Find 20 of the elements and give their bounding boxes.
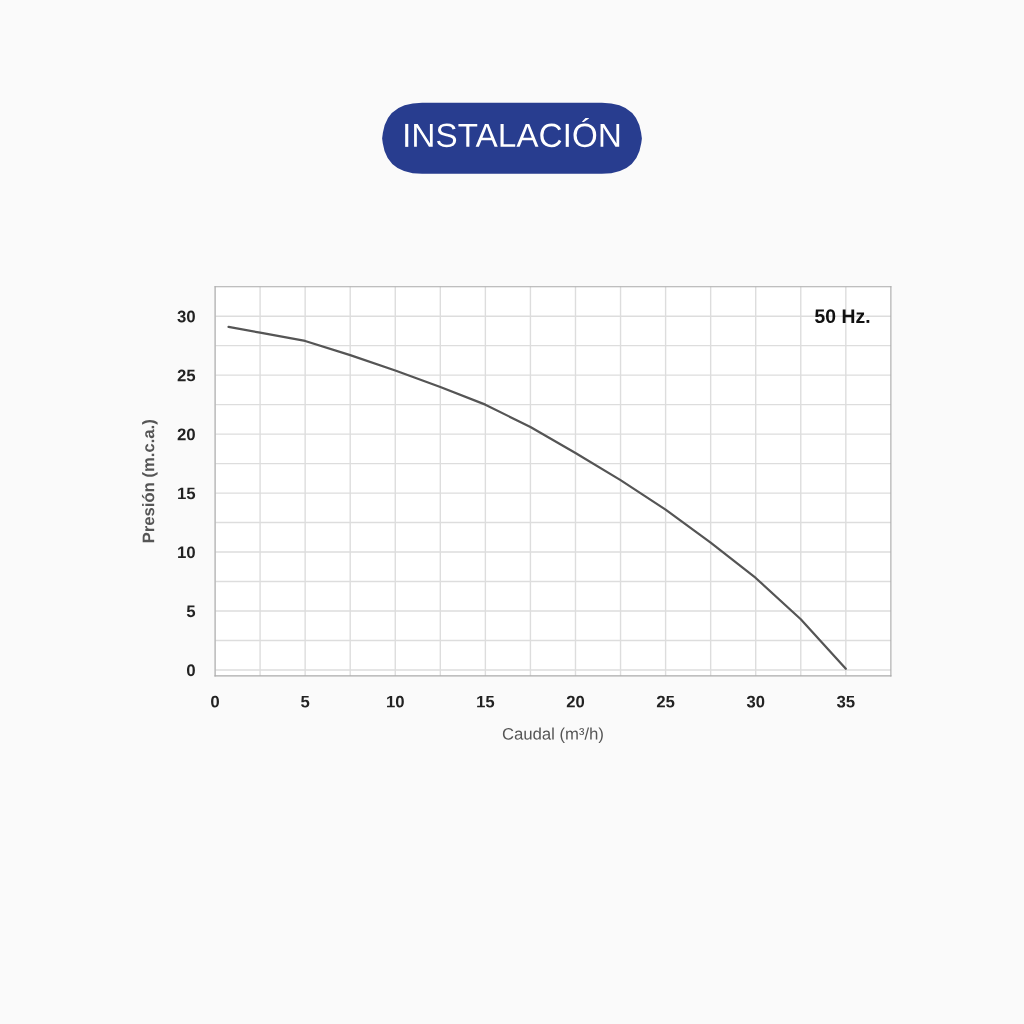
y-tick-label: 10 [178,546,195,559]
y-axis-title: Presión (m.c.a.) [141,420,158,543]
x-tick-label: 25 [656,695,675,708]
x-axis-title: Caudal (m³/h) [502,727,603,744]
y-tick-label: 0 [186,664,195,677]
x-tick-label: 15 [477,695,495,708]
chart-title: INSTALACIÓN [405,117,620,148]
line-series [227,325,847,670]
y-tick-label: 15 [178,487,196,500]
y-tick-label: 30 [177,310,195,323]
x-tick-label: 20 [566,695,585,708]
x-tick-label: 0 [211,695,219,708]
annotation: 50 Hz. [815,309,870,324]
y-tick-label: 5 [186,605,196,618]
y-tick-label: 20 [177,428,195,441]
x-tick-label: 35 [836,695,855,708]
x-tick-label: 30 [746,695,765,708]
x-tick-label: 5 [301,695,310,708]
y-tick-label: 25 [177,369,196,382]
x-tick-label: 10 [387,695,404,708]
